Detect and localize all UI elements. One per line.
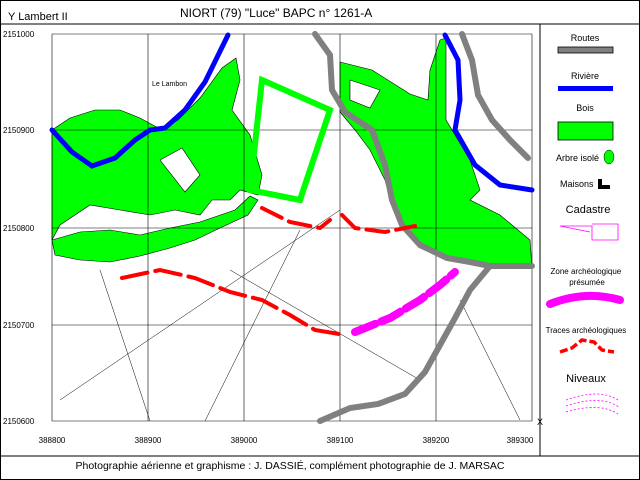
archaeological-trace-north (260, 206, 332, 231)
zone-label-text-line2: présumée (569, 278, 605, 287)
levels-swatch (565, 393, 621, 415)
road-north-east (459, 31, 531, 161)
y-tick-2150600: 2150600 (3, 417, 35, 426)
legend-label-maisons: Maisons (560, 179, 594, 189)
legend-label-riviere: Rivière (571, 71, 599, 81)
legend-label-bois: Bois (576, 103, 594, 113)
river-west (49, 32, 231, 169)
wood-clearing (159, 147, 201, 193)
zone-label-text: Zone archéologique (551, 267, 622, 276)
river-east (442, 32, 535, 193)
x-tick-389100: 389100 (327, 436, 354, 445)
archaeological-trace-middle (340, 213, 417, 235)
archaeological-trace-south (120, 267, 347, 337)
legend: Routes Rivière Bois Arbre isolé Maisons … (546, 33, 627, 415)
footer-credit: Photographie aérienne et graphisme : J. … (76, 459, 505, 472)
zone-swatch (546, 291, 624, 308)
x-tick-389300: 389300 (507, 436, 534, 445)
presumed-zone-trace (351, 268, 459, 336)
x-tick-388900: 388900 (135, 436, 162, 445)
map-area: Le Lambon 2151000 2150900 2150800 215070… (3, 30, 543, 445)
map-title: NIORT (79) "Luce" BAPC n° 1261-A (180, 6, 372, 20)
y-tick-2151000: 2151000 (3, 30, 35, 39)
y-tick-2150700: 2150700 (3, 321, 35, 330)
place-label: Le Lambon (152, 81, 187, 88)
x-tick-389200: 389200 (423, 436, 450, 445)
road-south (317, 263, 493, 424)
y-tick-2150900: 2150900 (3, 126, 35, 135)
legend-label-routes: Routes (571, 33, 600, 43)
cadastre-swatch (559, 223, 619, 241)
legend-label-niveaux: Niveaux (566, 373, 606, 385)
house-icon (598, 179, 610, 189)
road-swatch (557, 46, 614, 54)
field-boundaries (59, 209, 521, 422)
y-axis-title: Y Lambert II (8, 11, 68, 23)
river-swatch (558, 86, 613, 91)
wood-swatch (557, 121, 614, 141)
traces-swatch (559, 338, 615, 354)
wood-west-lower (51, 195, 259, 263)
legend-label-zone: Zone archéologique présumée (551, 267, 624, 287)
tree-icon (603, 149, 615, 165)
coordinate-grid (51, 33, 533, 422)
road-main (312, 31, 535, 269)
wood-east-inner (349, 79, 381, 109)
x-tick-388800: 388800 (39, 436, 66, 445)
legend-label-traces: Traces archéologiques (546, 326, 627, 335)
y-tick-2150800: 2150800 (3, 224, 35, 233)
x-axis-label: X (537, 417, 543, 427)
legend-label-arbre: Arbre isolé (556, 153, 599, 163)
archaeological-trace-square (246, 75, 334, 204)
x-tick-389000: 389000 (231, 436, 258, 445)
legend-label-cadastre: Cadastre (566, 204, 611, 216)
